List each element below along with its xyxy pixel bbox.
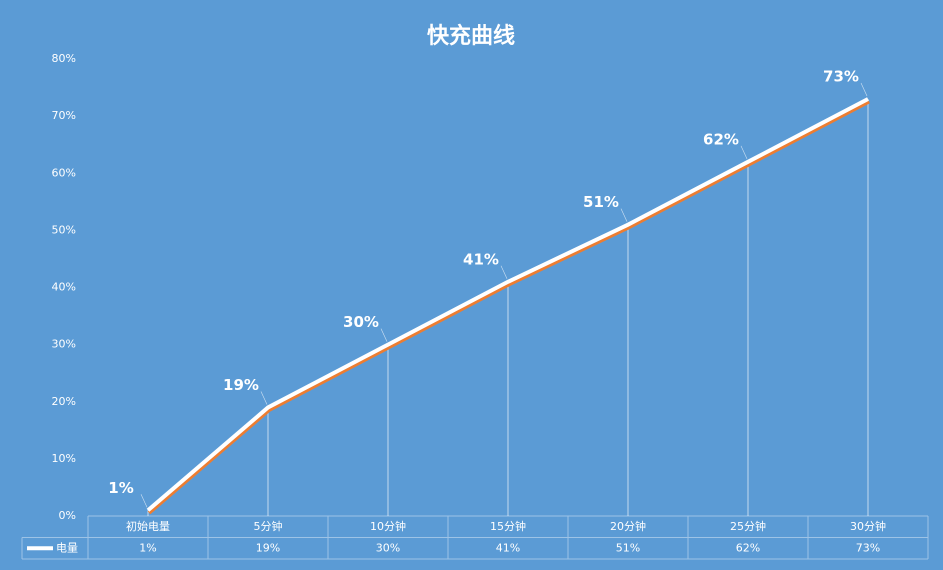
x-tick-label: 20分钟	[610, 519, 646, 533]
data-label: 1%	[108, 479, 133, 497]
leader-line	[140, 494, 148, 508]
y-tick-label: 70%	[52, 109, 76, 122]
data-label: 41%	[463, 250, 499, 268]
data-label: 30%	[343, 313, 379, 331]
x-tick-label: 初始电量	[126, 519, 170, 533]
data-label: 62%	[703, 130, 739, 148]
y-tick-label: 0%	[59, 509, 76, 522]
x-tick-label: 10分钟	[370, 519, 406, 533]
series-line	[146, 97, 869, 512]
y-tick-label: 80%	[52, 52, 76, 65]
x-tick-label: 5分钟	[254, 519, 283, 533]
line-shadow	[147, 99, 870, 515]
x-tick-label: 30分钟	[850, 519, 886, 533]
leader-line	[620, 208, 628, 222]
y-tick-label: 50%	[52, 223, 76, 236]
y-tick-label: 20%	[52, 395, 76, 408]
x-tick-label: 25分钟	[730, 519, 766, 533]
data-label: 19%	[223, 376, 259, 394]
data-label: 51%	[583, 193, 619, 211]
y-tick-label: 40%	[52, 281, 76, 294]
leader-line	[260, 391, 268, 405]
table-value: 73%	[856, 541, 880, 554]
table-value: 62%	[736, 541, 760, 554]
x-tick-label: 15分钟	[490, 519, 526, 533]
leader-line	[860, 82, 868, 97]
table-value: 41%	[496, 541, 520, 554]
table-value: 1%	[139, 541, 156, 554]
leader-line	[380, 328, 388, 342]
data-label: 73%	[823, 67, 859, 85]
y-tick-label: 10%	[52, 452, 76, 465]
y-tick-label: 30%	[52, 338, 76, 351]
table-value: 19%	[256, 541, 280, 554]
leader-line	[500, 265, 508, 279]
table-value: 51%	[616, 541, 640, 554]
y-tick-label: 60%	[52, 166, 76, 179]
legend-label: 电量	[56, 541, 78, 554]
chart-title: 快充曲线	[427, 23, 515, 49]
leader-line	[740, 145, 748, 159]
table-value: 30%	[376, 541, 400, 554]
